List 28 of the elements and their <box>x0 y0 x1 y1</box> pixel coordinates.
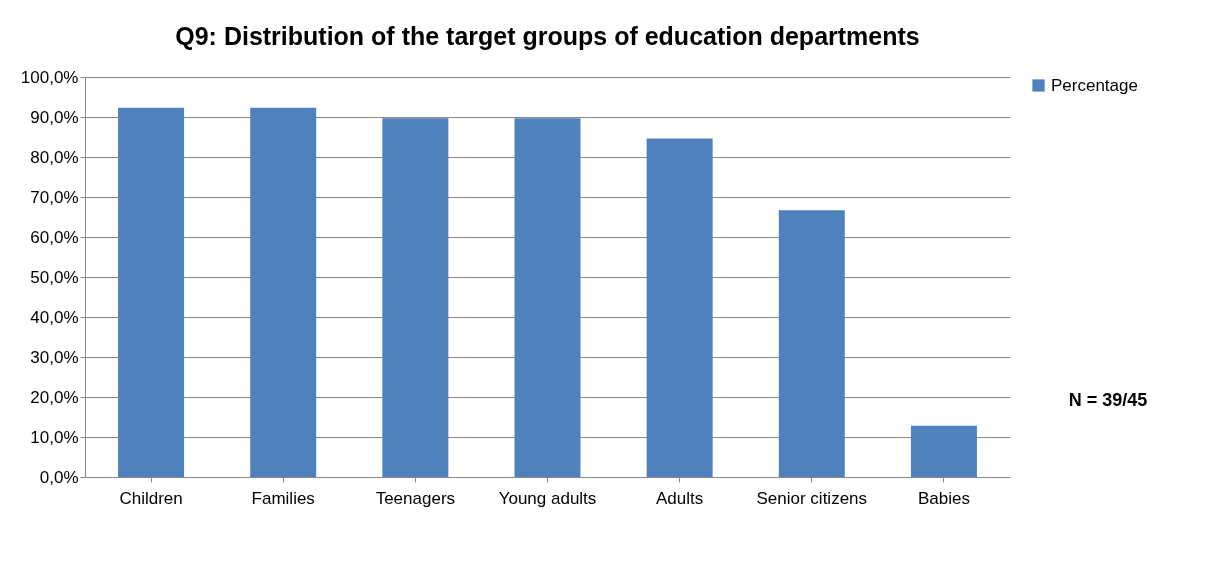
chart-title: Q9: Distribution of the target groups of education departments <box>175 22 920 50</box>
y-tick-label: 30,0% <box>30 347 79 367</box>
x-tick-label: Adults <box>656 488 704 508</box>
y-tick-label: 50,0% <box>30 267 79 287</box>
y-tick-label: 0,0% <box>39 467 79 487</box>
bar <box>118 107 185 477</box>
x-tick-label: Babies <box>917 488 970 508</box>
y-tick-label: 70,0% <box>30 187 79 207</box>
legend-label: Percentage <box>1051 75 1138 95</box>
bar <box>646 138 713 477</box>
y-tick-label: 100,0% <box>20 67 79 87</box>
y-tick-label: 90,0% <box>30 107 79 127</box>
bar <box>910 425 977 477</box>
y-tick-label: 40,0% <box>30 307 79 327</box>
x-tick-label: Young adults <box>498 488 597 508</box>
y-tick-label: 60,0% <box>30 227 79 247</box>
bar <box>382 118 449 477</box>
x-tick-label: Teenagers <box>375 488 456 508</box>
y-tick-label: 20,0% <box>30 387 79 407</box>
bar <box>778 210 845 477</box>
bar <box>514 118 581 477</box>
x-tick-label: Children <box>119 488 183 508</box>
y-tick-label: 10,0% <box>30 427 79 447</box>
text: N = 39/45 <box>1068 390 1148 410</box>
y-tick-label: 80,0% <box>30 147 79 167</box>
bar <box>250 107 317 477</box>
x-tick-label: Senior citizens <box>756 488 868 508</box>
x-tick-label: Families <box>251 488 315 508</box>
